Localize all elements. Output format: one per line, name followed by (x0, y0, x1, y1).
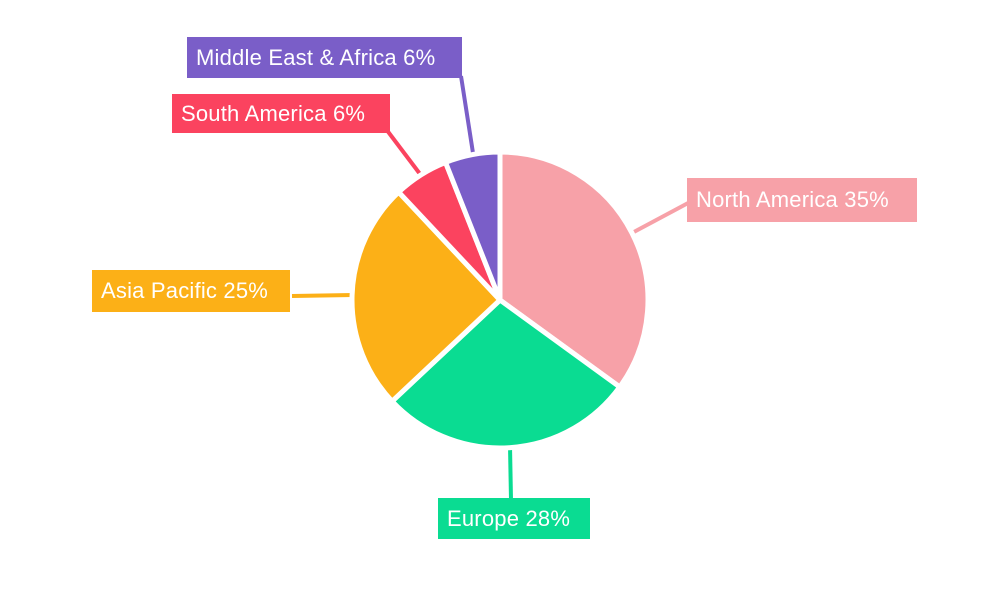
leader-line-middle-east-africa (459, 75, 475, 154)
leader-line-north-america (631, 200, 691, 235)
leader-line-europe (508, 445, 513, 501)
pie-slice-middle-east-africa[interactable] (443, 149, 503, 303)
pie-slice-europe[interactable] (389, 297, 623, 451)
leader-line-south-america (384, 127, 422, 176)
leader-line-asia-pacific (291, 293, 354, 298)
pie-slice-north-america[interactable] (497, 149, 651, 390)
pie-slice-asia-pacific[interactable] (349, 189, 503, 404)
